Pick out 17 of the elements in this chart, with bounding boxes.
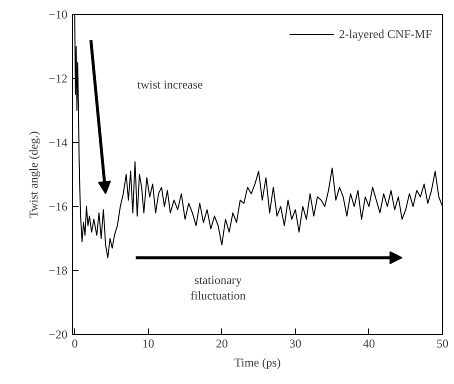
y-tick-label: −18 — [48, 264, 68, 278]
annotation: stationary filuctuation — [190, 273, 246, 302]
x-axis-title: Time (ps) — [234, 356, 281, 370]
x-tick-label: 20 — [216, 336, 228, 350]
y-tick-label: −14 — [48, 136, 68, 150]
y-axis-title: Twist angle (deg.) — [26, 131, 41, 218]
y-tick-label: −10 — [48, 8, 68, 22]
legend-label: 2-layered CNF-MF — [339, 26, 432, 42]
y-tick-label: −12 — [48, 72, 68, 86]
x-tick-label: 0 — [72, 336, 78, 350]
x-tick-label: 50 — [436, 336, 448, 350]
x-tick-label: 40 — [362, 336, 375, 350]
x-tick-label: 30 — [289, 336, 302, 350]
y-tick-label: −16 — [48, 200, 68, 214]
annotation: twist increase — [137, 77, 203, 92]
y-tick-label: −20 — [48, 328, 68, 342]
x-tick-label: 10 — [142, 336, 154, 350]
